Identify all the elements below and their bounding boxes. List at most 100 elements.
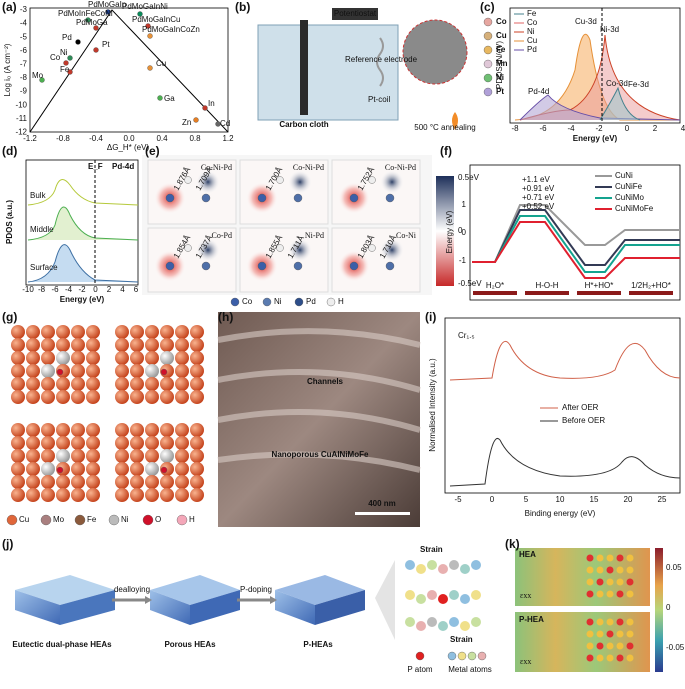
atom — [56, 338, 70, 352]
atom — [190, 390, 204, 404]
panel-label: (f) — [440, 144, 452, 158]
map-title: P-HEA — [519, 615, 544, 624]
colorbar-label: -0.05 — [666, 643, 685, 652]
atom — [190, 475, 204, 489]
atom — [616, 566, 624, 574]
charge-lobe — [196, 238, 220, 262]
annotation: Fe-3d — [628, 80, 649, 89]
atom — [276, 176, 284, 184]
atom — [11, 325, 25, 339]
atom — [190, 325, 204, 339]
x-tick-label: -2 — [78, 285, 86, 294]
atom — [56, 325, 70, 339]
map-title: Co-Pd — [212, 231, 232, 240]
curve — [519, 94, 681, 121]
atom — [160, 475, 174, 489]
curve — [27, 179, 139, 206]
atom — [460, 564, 470, 574]
legend-label: Cu — [19, 515, 29, 524]
atom — [41, 390, 55, 404]
atom — [71, 475, 85, 489]
annotation: Co-3d — [606, 79, 628, 88]
annotation: Channels — [307, 377, 344, 386]
flame — [452, 112, 458, 130]
atom — [115, 449, 129, 463]
atom — [11, 462, 25, 476]
atom — [606, 654, 614, 662]
atom — [190, 449, 204, 463]
curve — [449, 340, 681, 381]
atom — [86, 475, 100, 489]
y-axis-title: PDOS (a.u.) — [5, 200, 14, 244]
atom — [616, 642, 624, 650]
panel-label: (k) — [505, 537, 520, 551]
point-label: PdMoGa — [76, 18, 108, 27]
atom — [130, 351, 144, 365]
atom — [56, 390, 70, 404]
atom — [115, 436, 129, 450]
panel-label: (h) — [218, 310, 233, 324]
atom — [56, 466, 64, 474]
atom — [26, 325, 40, 339]
atom — [175, 462, 189, 476]
atom — [190, 351, 204, 365]
x-tick-label: -0.8 — [56, 134, 70, 143]
x-tick-label: -4 — [65, 285, 73, 294]
annotation: Ni-3d — [600, 25, 619, 34]
atom — [616, 578, 624, 586]
atom — [130, 449, 144, 463]
atom — [130, 364, 144, 378]
atom — [130, 436, 144, 450]
atom — [115, 325, 129, 339]
atom — [130, 325, 144, 339]
point — [39, 77, 45, 83]
x-axis-title: Energy (eV) — [60, 295, 105, 304]
atom — [71, 449, 85, 463]
atom — [596, 578, 604, 586]
atom — [175, 377, 189, 391]
panel-label: (j) — [2, 537, 13, 551]
legend-label: Ni — [527, 27, 535, 36]
atom — [145, 390, 159, 404]
atom — [586, 642, 594, 650]
atom — [115, 390, 129, 404]
legend-label: Fe — [496, 45, 506, 54]
atom — [257, 261, 267, 271]
atom — [606, 566, 614, 574]
atom — [130, 377, 144, 391]
atom — [56, 351, 70, 365]
legend-swatch — [74, 514, 86, 526]
legend-label: H — [189, 515, 195, 524]
atom — [626, 554, 634, 562]
axes-frame — [25, 159, 139, 286]
colorbar-label: 0 — [458, 226, 463, 235]
atom — [11, 475, 25, 489]
atom — [56, 475, 70, 489]
point-label: In — [208, 99, 215, 108]
x-tick-label: -6 — [51, 285, 59, 294]
x-tick-label: -5 — [454, 495, 462, 504]
legend-swatch — [40, 514, 52, 526]
point — [147, 65, 153, 71]
atom — [145, 377, 159, 391]
atom — [405, 617, 415, 627]
atom — [175, 325, 189, 339]
x-axis-title: ΔG_H* (eV) — [107, 143, 150, 152]
atom — [616, 618, 624, 626]
x-tick-label: -4 — [567, 124, 575, 133]
panel-label: (a) — [2, 0, 17, 14]
atom — [41, 436, 55, 450]
point — [202, 105, 208, 111]
colorbar — [655, 548, 663, 672]
atom — [349, 193, 359, 203]
atom — [626, 630, 634, 638]
atom — [26, 462, 40, 476]
symbol: εxx — [520, 657, 531, 666]
curve — [599, 86, 641, 121]
atom — [145, 462, 159, 476]
atom — [26, 423, 40, 437]
point-label: PdMoInFeCoNi — [58, 9, 113, 18]
atom — [145, 338, 159, 352]
atom — [586, 578, 594, 586]
